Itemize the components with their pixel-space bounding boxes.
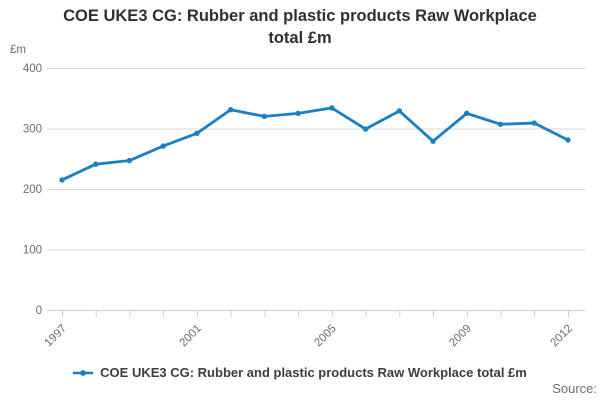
data-point[interactable] xyxy=(464,110,470,117)
legend-label: COE UKE3 CG: Rubber and plastic products… xyxy=(100,365,527,380)
legend: COE UKE3 CG: Rubber and plastic products… xyxy=(0,365,600,380)
data-point[interactable] xyxy=(126,157,133,164)
y-tick-label: 300 xyxy=(23,124,42,136)
legend-item-series[interactable]: COE UKE3 CG: Rubber and plastic products… xyxy=(73,365,527,380)
data-point[interactable] xyxy=(497,121,504,127)
data-point[interactable] xyxy=(160,143,166,149)
data-point[interactable] xyxy=(362,126,369,132)
data-point[interactable] xyxy=(329,105,335,111)
data-point[interactable] xyxy=(565,137,571,143)
y-tick-label: 100 xyxy=(23,245,42,257)
data-point[interactable] xyxy=(93,161,99,167)
data-point[interactable] xyxy=(59,177,65,183)
y-tick-label: 0 xyxy=(36,305,42,317)
x-tick-label: 2001 xyxy=(177,323,204,350)
y-tick-label: 200 xyxy=(23,184,42,196)
y-axis-unit-label: £m xyxy=(10,44,26,56)
data-point[interactable] xyxy=(261,113,268,120)
x-tick-label: 1997 xyxy=(43,323,70,350)
y-tick-label: 400 xyxy=(23,63,42,75)
series-line xyxy=(60,106,570,182)
data-point[interactable] xyxy=(396,108,402,114)
data-point[interactable] xyxy=(227,107,234,113)
legend-line-marker-icon xyxy=(73,369,94,376)
data-point[interactable] xyxy=(295,110,301,117)
chart-title-line-2: total £m xyxy=(268,28,332,47)
data-point[interactable] xyxy=(531,120,537,126)
x-tick-label: 2005 xyxy=(312,323,339,350)
source-label: Source: xyxy=(552,381,597,396)
chart-title: COE UKE3 CG: Rubber and plastic products… xyxy=(0,6,600,50)
chart-title-line-1: COE UKE3 CG: Rubber and plastic products… xyxy=(63,7,537,25)
data-point[interactable] xyxy=(194,130,200,137)
x-tick-label: 2012 xyxy=(548,323,575,350)
x-tick-label: 2009 xyxy=(447,323,474,350)
data-point[interactable] xyxy=(430,138,436,144)
